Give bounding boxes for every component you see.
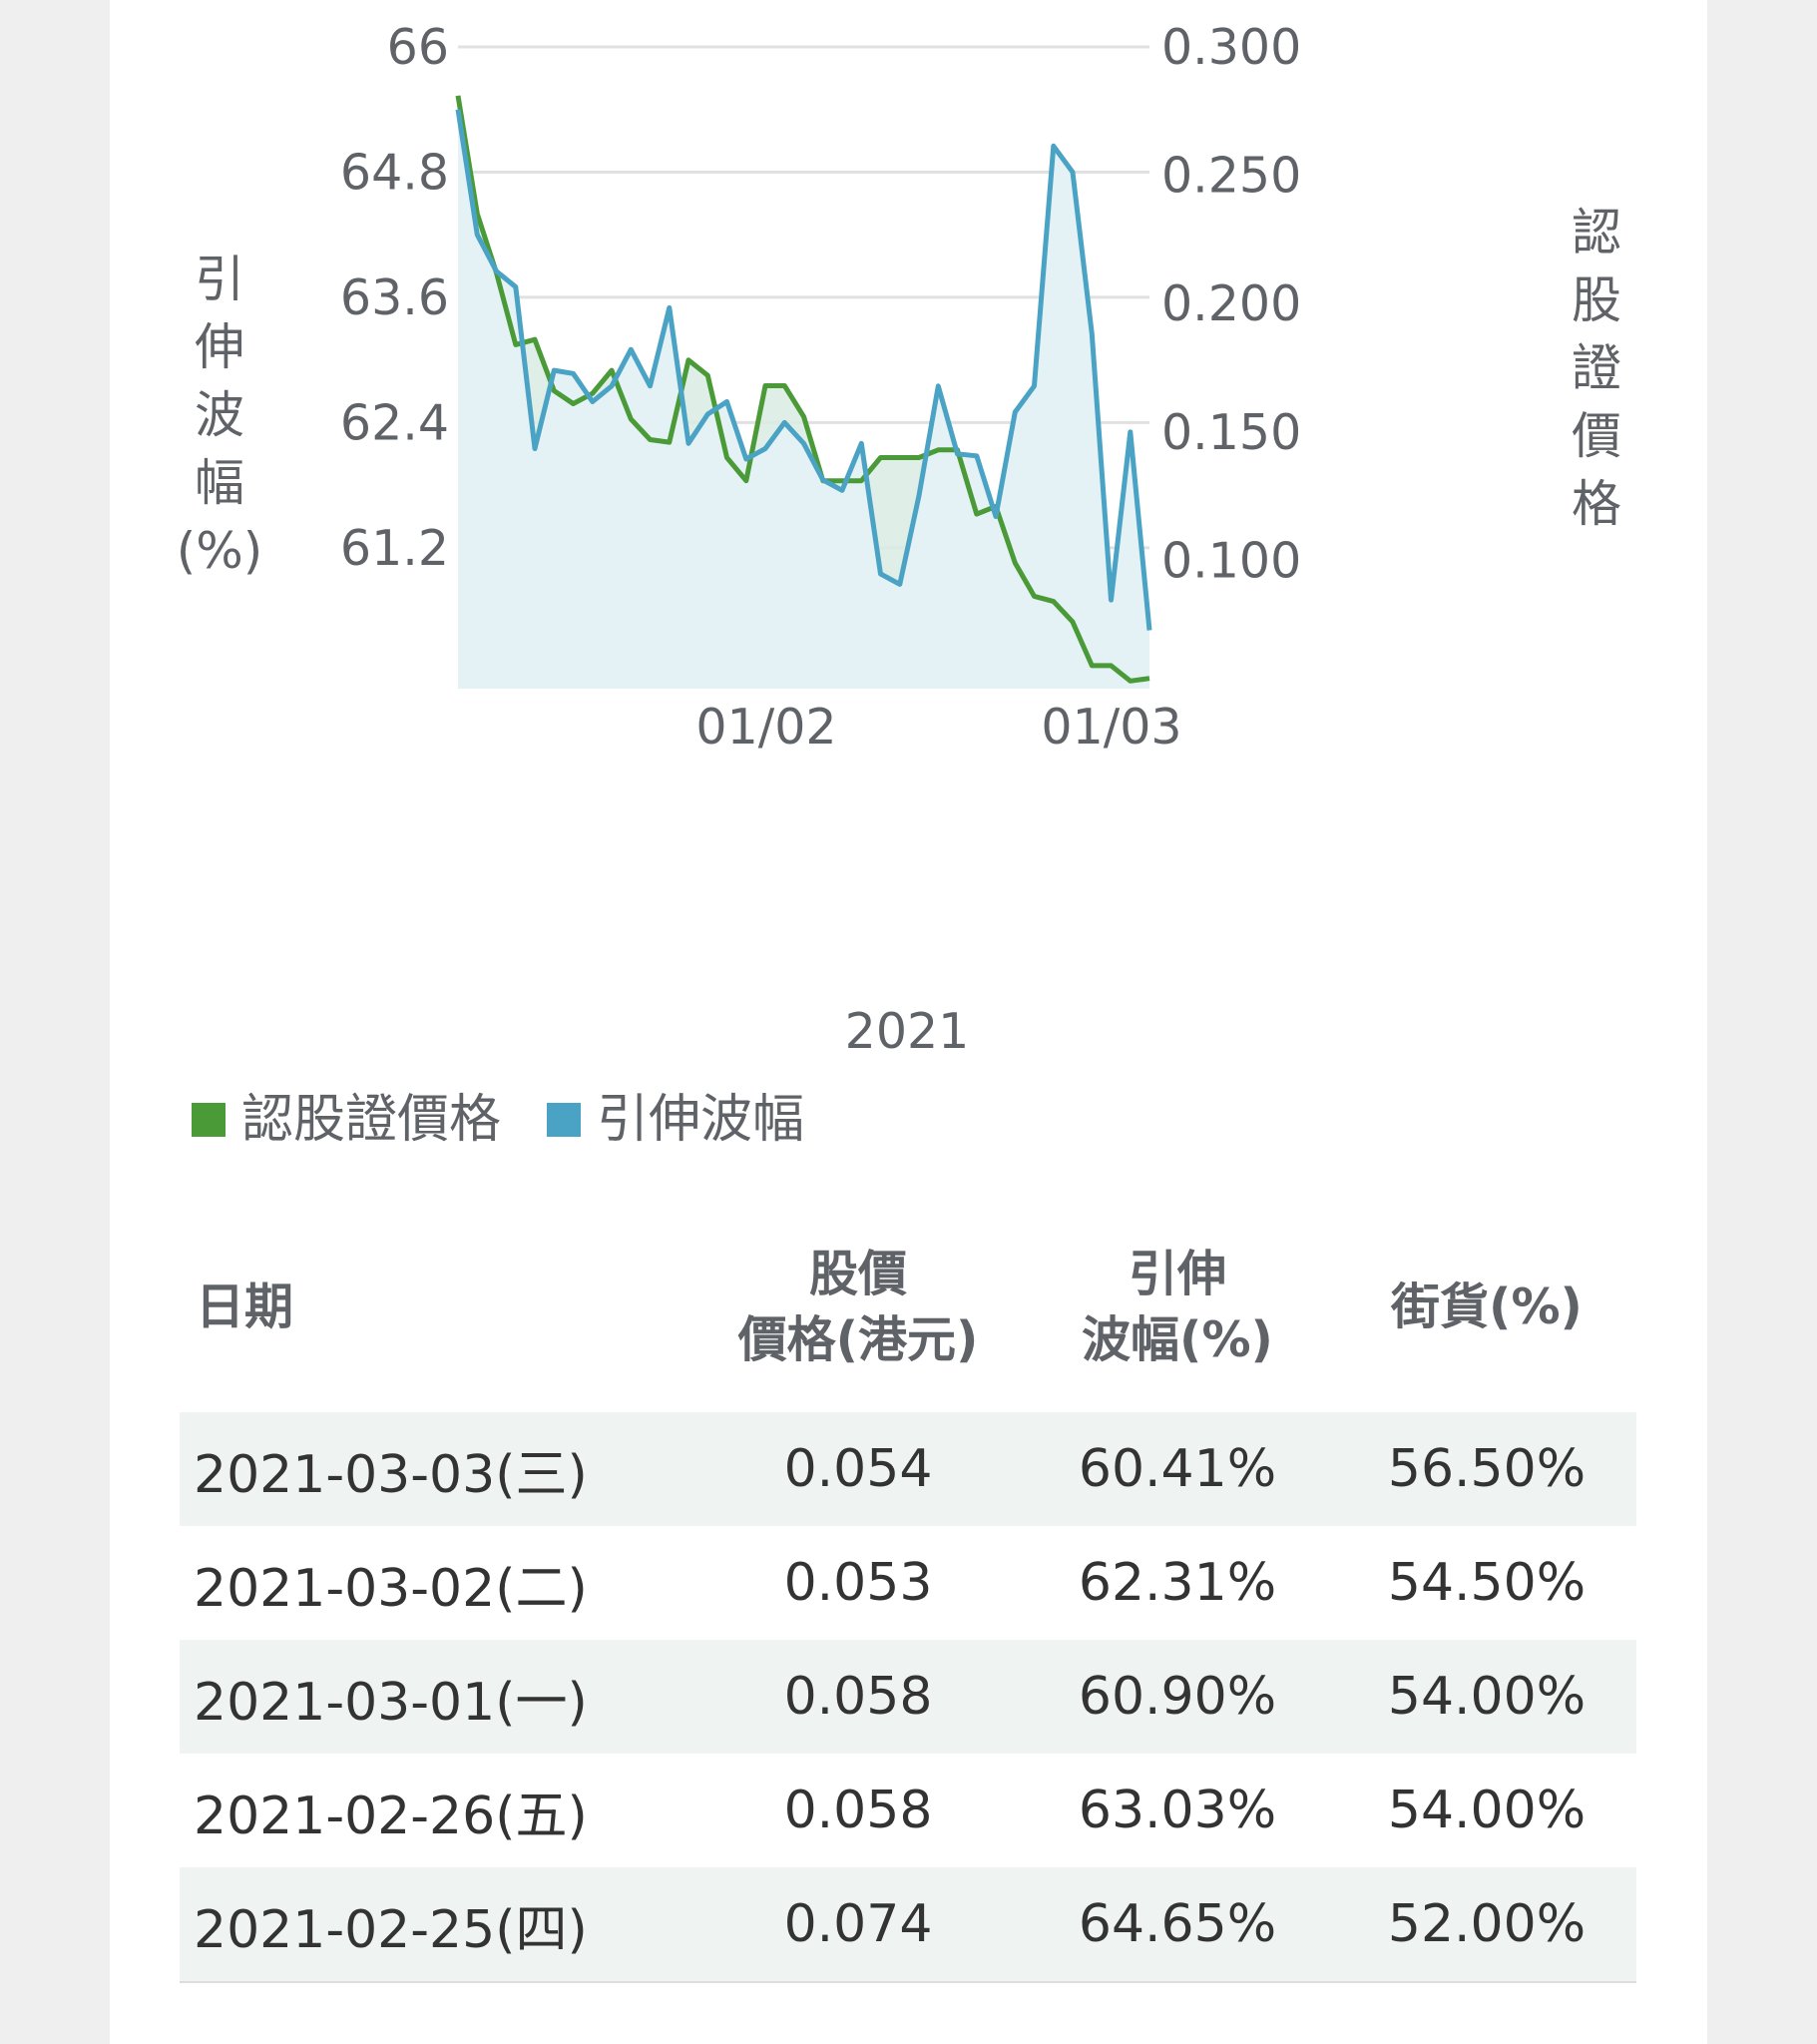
header-date: 日期 [196, 1278, 294, 1335]
left-tick-label: 64.8 [340, 144, 449, 201]
iv-line [455, 109, 1152, 631]
cell-outstanding: 56.50% [1337, 1412, 1636, 1526]
cell-date: 2021-03-01(一) [180, 1640, 698, 1754]
legend-swatch-iv [547, 1103, 581, 1137]
cell-iv: 62.31% [1078, 1553, 1277, 1613]
x-tick-label: 01/03 [1041, 699, 1181, 756]
left-axis: 66 64.8 63.6 62.4 61.2 [340, 19, 449, 577]
axis-label-char: (%) [177, 522, 263, 580]
x-axis: 01/02 01/03 [695, 699, 1181, 756]
axis-label-char: 證 [1572, 339, 1621, 397]
table-row: 2021-02-26(五) 0.058 63.03% 54.00% [180, 1754, 1636, 1867]
cell-date: 2021-02-25(四) [180, 1867, 698, 1983]
x-axis-year: 2021 [845, 1003, 970, 1060]
left-tick-label: 62.4 [340, 394, 449, 451]
x-tick-label: 01/02 [695, 699, 836, 756]
left-tick-label: 61.2 [340, 520, 449, 577]
table-row: 2021-03-02(二) 0.053 62.31% 54.50% [180, 1526, 1636, 1640]
right-axis: 0.300 0.250 0.200 0.150 0.100 [1161, 19, 1301, 589]
iv-area [458, 109, 1149, 689]
cell-outstanding: 54.50% [1387, 1553, 1587, 1613]
cell-iv: 60.41% [1018, 1412, 1337, 1526]
right-tick-label: 0.300 [1161, 19, 1301, 76]
cell-outstanding: 54.00% [1337, 1640, 1636, 1754]
right-tick-label: 0.150 [1161, 404, 1301, 461]
right-axis-label: 認股證價格 [1572, 204, 1621, 533]
cell-price: 0.074 [698, 1867, 1018, 1983]
header-iv: 引伸 波幅(%) [1018, 1203, 1337, 1412]
cell-date: 2021-02-26(五) [194, 1786, 588, 1846]
cell-iv: 63.03% [1078, 1781, 1277, 1840]
header-price-line2: 價格(港元) [737, 1311, 979, 1368]
cell-price: 0.058 [698, 1640, 1018, 1754]
cell-iv: 64.65% [1018, 1867, 1337, 1983]
legend-label-iv: 引伸波幅 [597, 1090, 804, 1150]
right-tick-label: 0.250 [1161, 148, 1301, 205]
legend-label-price: 認股證價格 [241, 1090, 501, 1150]
axis-label-char: 引 [195, 251, 244, 308]
header-iv-line1: 引伸 [1128, 1246, 1226, 1302]
cell-price: 0.058 [783, 1781, 933, 1840]
axis-label-char: 認 [1572, 204, 1621, 261]
left-tick-label: 66 [387, 19, 449, 76]
header-price-line1: 股價 [808, 1246, 907, 1302]
axis-label-char: 幅 [195, 454, 244, 512]
price-line [455, 95, 1150, 684]
axis-label-char: 伸 [195, 318, 244, 376]
right-tick-label: 0.100 [1161, 532, 1301, 589]
axis-label-char: 股 [1572, 271, 1621, 329]
cell-price: 0.053 [783, 1553, 933, 1613]
cell-iv: 60.90% [1018, 1640, 1337, 1754]
cell-price: 0.054 [698, 1412, 1018, 1526]
header-price: 股價 價格(港元) [698, 1203, 1018, 1412]
table-header-row: 日期 股價 價格(港元) 引伸 波幅(%) 街貨(%) [180, 1203, 1636, 1412]
history-table: 日期 股價 價格(港元) 引伸 波幅(%) 街貨(%) 2021-03-03(三… [180, 1203, 1636, 1983]
cell-outstanding: 54.00% [1387, 1781, 1587, 1840]
axis-label-char: 波 [195, 386, 244, 444]
table-row: 2021-03-01(一) 0.058 60.90% 54.00% [180, 1640, 1636, 1754]
header-iv-line2: 波幅(%) [1082, 1311, 1273, 1368]
cell-date: 2021-03-03(三) [180, 1412, 698, 1526]
right-tick-label: 0.200 [1161, 275, 1301, 332]
table-row: 2021-03-03(三) 0.054 60.41% 56.50% [180, 1412, 1636, 1526]
left-axis-label: 引伸波幅 (%) [177, 251, 263, 580]
header-outstanding: 街貨(%) [1391, 1278, 1583, 1335]
legend: 認股證價格 引伸波幅 [192, 1090, 804, 1150]
axis-label-char: 價 [1572, 407, 1621, 465]
table-row: 2021-02-25(四) 0.074 64.65% 52.00% [180, 1867, 1636, 1983]
axis-label-char: 格 [1572, 475, 1621, 533]
cell-date: 2021-03-02(二) [194, 1558, 588, 1619]
legend-swatch-price [192, 1103, 226, 1137]
left-tick-label: 63.6 [340, 269, 449, 326]
cell-outstanding: 52.00% [1337, 1867, 1636, 1983]
